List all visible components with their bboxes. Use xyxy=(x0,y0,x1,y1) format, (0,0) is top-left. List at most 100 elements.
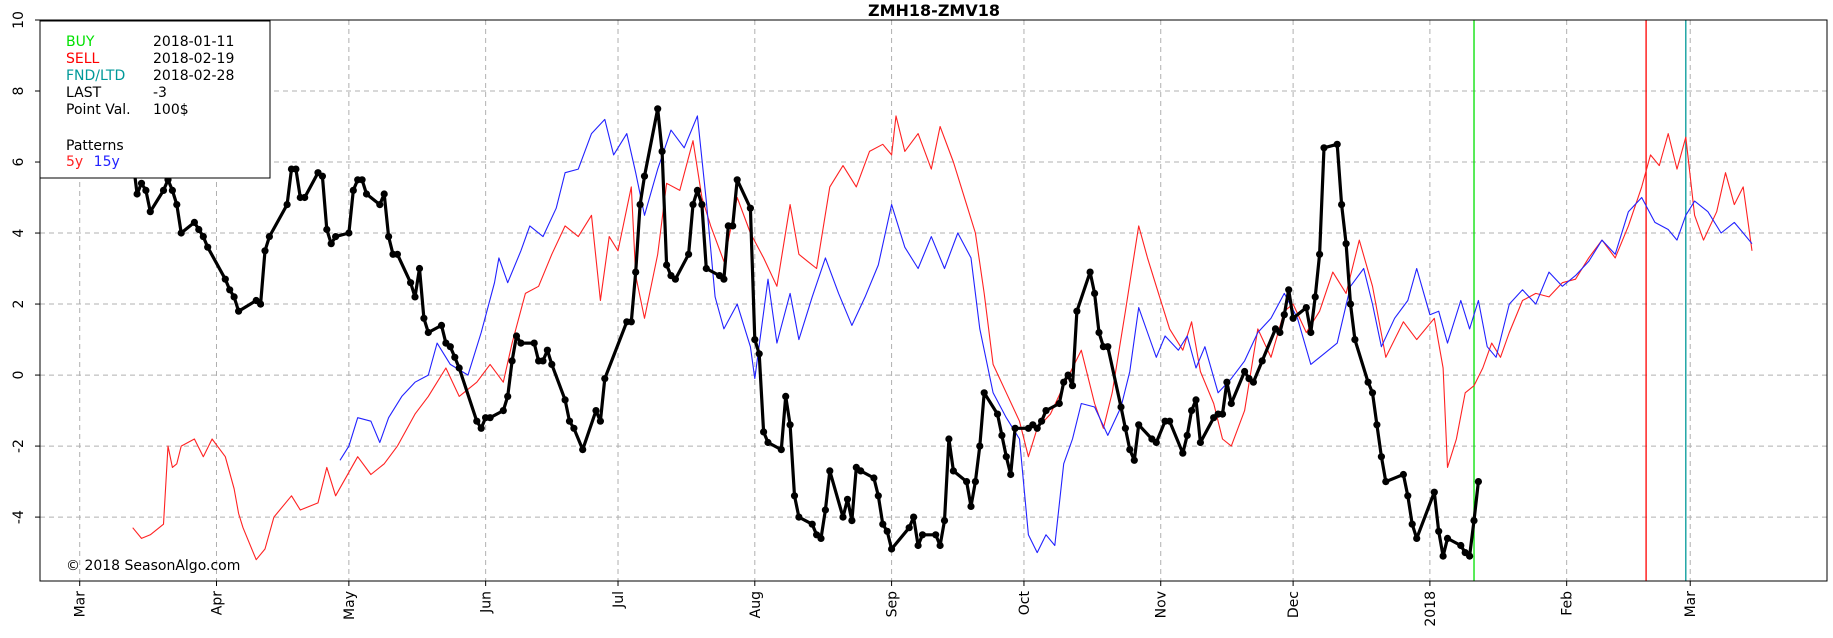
spread-point xyxy=(980,389,988,397)
spread-point xyxy=(790,492,799,500)
spread-point xyxy=(1121,424,1129,432)
spread-point xyxy=(570,424,578,432)
spread-point xyxy=(940,517,949,525)
legend: BUY 2018-01-11 SELL 2018-02-19 FND/LTD 2018-0… xyxy=(39,20,271,179)
spread-point xyxy=(905,524,913,532)
spread-point xyxy=(1033,424,1041,432)
spread-point xyxy=(345,229,353,237)
spread-point xyxy=(415,264,424,273)
spread-point xyxy=(1227,399,1235,408)
spread-point xyxy=(693,186,702,194)
spread-point xyxy=(663,261,671,269)
spread-point xyxy=(627,318,635,326)
spread-point xyxy=(508,357,516,365)
y-tick-label: 4 xyxy=(11,228,27,237)
x-tick-label: Jun xyxy=(479,591,495,614)
x-tick-label: May xyxy=(342,591,358,620)
spread-point xyxy=(1086,268,1094,276)
spread-point xyxy=(685,250,693,258)
spread-point xyxy=(1307,328,1315,337)
spread-point xyxy=(548,360,556,368)
spread-point xyxy=(235,307,243,315)
pattern-15y-line xyxy=(339,115,1753,554)
spread-point xyxy=(1302,304,1310,312)
spread-point xyxy=(424,328,432,337)
spread-point xyxy=(888,545,896,553)
spread-point xyxy=(1338,201,1346,209)
spread-point xyxy=(1280,311,1288,319)
spread-point xyxy=(301,193,309,202)
spread-point xyxy=(632,268,640,276)
spread-point xyxy=(1068,382,1077,390)
spread-point xyxy=(265,233,273,241)
spread-point xyxy=(142,186,150,194)
spread-point xyxy=(786,421,794,429)
spread-point xyxy=(910,513,918,521)
x-tick-label: Sep xyxy=(885,591,901,618)
spread-point xyxy=(504,392,512,400)
legend-row-value: 2018-01-11 xyxy=(153,34,234,50)
spread-point xyxy=(565,417,574,425)
spread-point xyxy=(1192,396,1200,404)
spread-point xyxy=(848,517,856,525)
x-tick-label: Feb xyxy=(1560,591,1576,616)
spread-point xyxy=(446,343,454,351)
spread-point xyxy=(945,435,953,443)
spread-point xyxy=(967,502,975,510)
spread-point xyxy=(993,410,1002,418)
spread-point xyxy=(1316,250,1324,258)
spread-point xyxy=(1196,438,1204,447)
spread-point xyxy=(1351,336,1359,344)
spread-point xyxy=(159,186,168,194)
spread-point xyxy=(843,495,852,503)
y-tick-label: 2 xyxy=(11,300,27,309)
legend-pattern-5y: 5y xyxy=(66,154,83,170)
spread-point xyxy=(1038,417,1046,425)
spread-point xyxy=(1276,328,1284,337)
legend-row-label: Point Val. xyxy=(66,102,131,118)
legend-row-label: LAST xyxy=(66,85,102,101)
legend-patterns-keys: 5y 15y xyxy=(66,154,120,170)
legend-row-value: 2018-02-19 xyxy=(153,51,234,67)
spread-point xyxy=(1241,367,1249,376)
x-tick-label: Jul xyxy=(611,591,627,609)
spread-point xyxy=(808,520,816,528)
spread-point xyxy=(349,186,357,194)
spread-point xyxy=(733,176,741,184)
spread-point xyxy=(976,442,984,450)
spread-point xyxy=(1135,421,1143,429)
spread-point xyxy=(226,286,234,294)
spread-point xyxy=(1457,541,1465,550)
spread-point xyxy=(760,428,768,436)
spread-point xyxy=(473,417,481,425)
spread-point xyxy=(530,339,538,347)
spread-point xyxy=(1091,289,1099,297)
y-tick-label: 0 xyxy=(11,371,27,380)
spread-point xyxy=(318,172,326,180)
spread-point xyxy=(671,275,680,283)
spread-point xyxy=(1223,378,1231,386)
spread-point xyxy=(486,414,494,422)
spread-point xyxy=(1430,488,1438,496)
spread-point xyxy=(839,513,847,521)
pattern-5y-line xyxy=(132,115,1753,561)
x-tick-label: Dec xyxy=(1286,591,1302,618)
spread-point xyxy=(477,424,485,432)
spread-point xyxy=(963,478,971,486)
spread-point xyxy=(420,314,428,322)
spread-point xyxy=(1382,478,1390,486)
spread-point xyxy=(499,407,507,415)
spread-point xyxy=(874,492,882,500)
spread-point xyxy=(1258,357,1266,365)
legend-row-value: 2018-02-28 xyxy=(153,68,234,84)
spread-point xyxy=(1095,328,1103,337)
spread-point xyxy=(230,293,238,301)
spread-point xyxy=(393,250,401,258)
spread-point xyxy=(592,407,600,415)
spread-point xyxy=(517,339,525,347)
spread-point xyxy=(1368,389,1377,397)
spread-point xyxy=(1042,407,1050,415)
spread-point xyxy=(1002,453,1010,461)
spread-point xyxy=(1333,140,1341,148)
spread-point xyxy=(1413,534,1421,543)
